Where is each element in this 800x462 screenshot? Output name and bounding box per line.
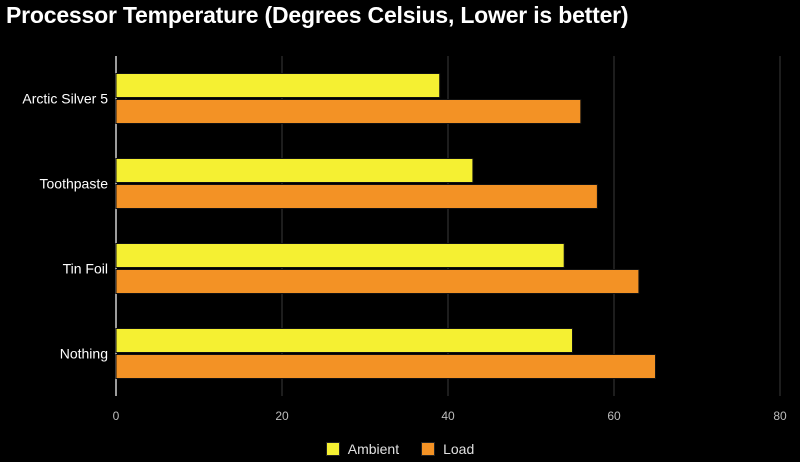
bar-ambient-toothpaste (115, 158, 474, 183)
category-label-tin-foil: Tin Foil (63, 261, 108, 277)
x-tick-label-60: 60 (607, 409, 621, 423)
legend-item-load: Load (421, 441, 474, 457)
bar-load-arctic-silver-5 (115, 99, 582, 124)
legend-item-ambient: Ambient (325, 441, 400, 457)
category-label-nothing: Nothing (60, 346, 108, 362)
legend: Ambient Load (0, 441, 800, 457)
x-tick-label-80: 80 (773, 409, 787, 423)
bar-ambient-arctic-silver-5 (115, 73, 441, 98)
legend-swatch-load (421, 442, 436, 456)
category-labels: Arctic Silver 5 Toothpaste Tin Foil Nothing (22, 91, 108, 362)
x-tick-label-0: 0 (113, 409, 120, 423)
x-tick-label-40: 40 (441, 409, 455, 423)
chart-title: Processor Temperature (Degrees Celsius, … (6, 2, 629, 28)
legend-label-load: Load (443, 441, 475, 457)
bars (115, 73, 656, 379)
bar-ambient-tin-foil (115, 243, 565, 268)
category-label-arctic-silver-5: Arctic Silver 5 (22, 91, 108, 107)
legend-label-ambient: Ambient (347, 441, 400, 457)
bar-load-toothpaste (115, 184, 598, 209)
legend-swatch-ambient (325, 442, 340, 456)
x-axis-ticks: 0 20 40 60 80 (113, 409, 787, 423)
bar-ambient-nothing (115, 328, 573, 353)
category-label-toothpaste: Toothpaste (40, 176, 109, 192)
bar-load-nothing (115, 354, 656, 379)
bar-load-tin-foil (115, 269, 640, 294)
x-tick-label-20: 20 (275, 409, 289, 423)
